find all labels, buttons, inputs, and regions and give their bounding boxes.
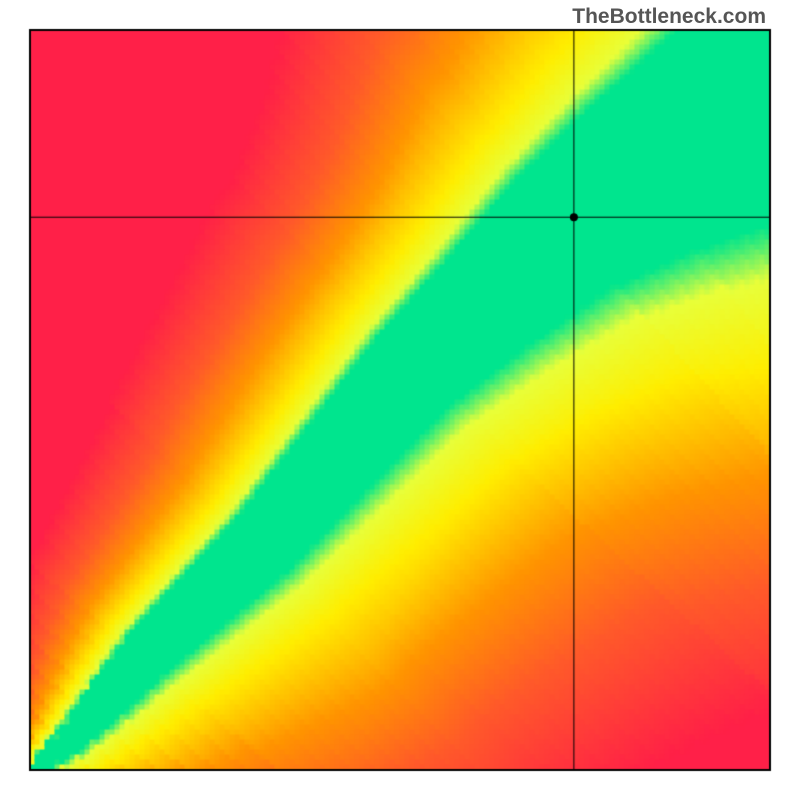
watermark-text: TheBottleneck.com [572,5,766,29]
heatmap-canvas [0,0,800,800]
chart-container: TheBottleneck.com [0,0,800,800]
